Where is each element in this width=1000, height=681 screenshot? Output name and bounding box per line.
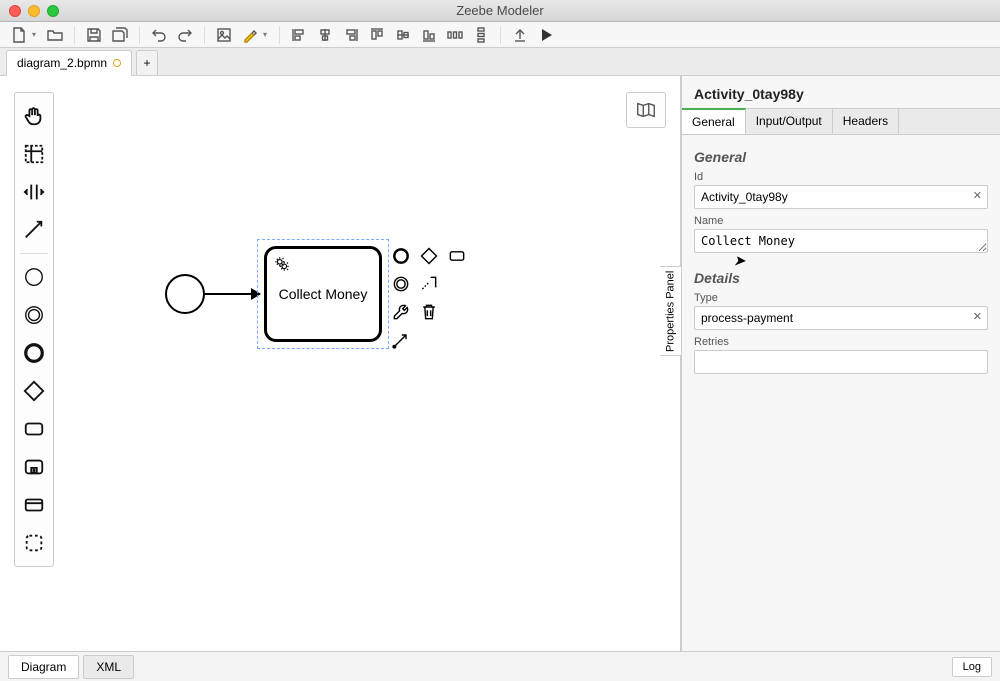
connect-tool[interactable] — [18, 214, 50, 246]
xml-view-tab[interactable]: XML — [83, 655, 134, 679]
toolbar-separator — [204, 26, 205, 44]
toolbar-separator — [139, 26, 140, 44]
tab-headers[interactable]: Headers — [833, 109, 899, 134]
image-export-button[interactable] — [213, 25, 235, 45]
diagram-view-tab[interactable]: Diagram — [8, 655, 79, 679]
align-top-button[interactable] — [366, 25, 388, 45]
retries-label: Retries — [694, 336, 988, 348]
section-details-label: Details — [694, 270, 740, 286]
titlebar: Zeebe Modeler — [0, 0, 1000, 22]
new-file-button[interactable] — [8, 25, 30, 45]
log-toggle-button[interactable]: Log — [952, 657, 992, 677]
color-picker-button[interactable] — [239, 25, 261, 45]
save-button[interactable] — [83, 25, 105, 45]
run-button[interactable] — [535, 25, 557, 45]
diagram-canvas[interactable]: Collect Money — [0, 76, 681, 651]
retries-input[interactable] — [694, 350, 988, 374]
context-pad — [388, 243, 470, 353]
tab-input-output[interactable]: Input/Output — [746, 109, 833, 134]
group-tool[interactable] — [18, 527, 50, 559]
data-object-tool[interactable] — [18, 489, 50, 521]
subprocess-tool[interactable] — [18, 451, 50, 483]
toolbar-separator — [279, 26, 280, 44]
change-type-wrench[interactable] — [388, 299, 414, 325]
delete-trash[interactable] — [416, 299, 442, 325]
color-picker-dropdown[interactable]: ▾ — [263, 30, 267, 39]
cursor-icon: ➤ — [734, 253, 745, 269]
type-clear-button[interactable]: ✕ — [973, 310, 982, 323]
id-clear-button[interactable]: ✕ — [973, 189, 982, 202]
align-right-button[interactable] — [340, 25, 362, 45]
properties-tabs: General Input/Output Headers — [682, 108, 1000, 135]
task-label: Collect Money — [279, 286, 368, 302]
properties-panel: Properties Panel Activity_0tay98y Genera… — [681, 76, 1000, 651]
tool-palette — [14, 92, 54, 567]
append-gateway[interactable] — [416, 243, 442, 269]
append-end-event[interactable] — [388, 243, 414, 269]
align-middle-v-button[interactable] — [392, 25, 414, 45]
file-tab-active[interactable]: diagram_2.bpmn — [6, 50, 132, 76]
name-input[interactable] — [694, 229, 988, 253]
annotation-tool[interactable] — [416, 271, 442, 297]
start-event-tool[interactable] — [18, 261, 50, 293]
start-event-shape[interactable] — [165, 274, 205, 314]
task-tool[interactable] — [18, 413, 50, 445]
palette-separator — [20, 253, 48, 254]
append-intermediate-event[interactable] — [388, 271, 414, 297]
service-task-shape[interactable]: Collect Money — [264, 246, 382, 342]
connect-arrow[interactable] — [388, 327, 414, 353]
section-details: Details ➤ — [694, 270, 988, 286]
status-bar: Diagram XML Log — [0, 651, 1000, 681]
append-task[interactable] — [444, 243, 470, 269]
workspace: Collect Money Properties Panel Activity_… — [0, 76, 1000, 651]
align-bottom-button[interactable] — [418, 25, 440, 45]
properties-title: Activity_0tay98y — [682, 76, 1000, 108]
view-tabs: Diagram XML — [8, 655, 134, 679]
end-event-tool[interactable] — [18, 337, 50, 369]
redo-button[interactable] — [174, 25, 196, 45]
properties-panel-handle[interactable]: Properties Panel — [660, 266, 682, 356]
distribute-h-button[interactable] — [444, 25, 466, 45]
name-label: Name — [694, 215, 988, 227]
ctx-empty2 — [444, 299, 470, 325]
unsaved-indicator-icon — [113, 59, 121, 67]
sequence-flow[interactable] — [205, 293, 260, 295]
space-tool[interactable] — [18, 176, 50, 208]
file-tab-label: diagram_2.bpmn — [17, 56, 107, 70]
tab-general[interactable]: General — [682, 108, 746, 134]
distribute-v-button[interactable] — [470, 25, 492, 45]
section-general: General — [694, 149, 988, 165]
gateway-tool[interactable] — [18, 375, 50, 407]
type-input[interactable] — [694, 306, 988, 330]
hand-tool[interactable] — [18, 100, 50, 132]
id-label: Id — [694, 171, 988, 183]
intermediate-event-tool[interactable] — [18, 299, 50, 331]
lasso-tool[interactable] — [18, 138, 50, 170]
ctx-empty — [444, 271, 470, 297]
minimap-toggle[interactable] — [626, 92, 666, 128]
main-toolbar: ▾ ▾ — [0, 22, 1000, 48]
service-task-icon — [273, 255, 291, 276]
align-center-h-button[interactable] — [314, 25, 336, 45]
new-file-dropdown[interactable]: ▾ — [32, 30, 36, 39]
add-tab-button[interactable]: + — [136, 50, 158, 76]
properties-body: General Id ✕ Name Details ➤ Type ✕ Retri… — [682, 135, 1000, 382]
toolbar-separator — [500, 26, 501, 44]
toolbar-separator — [74, 26, 75, 44]
undo-button[interactable] — [148, 25, 170, 45]
type-label: Type — [694, 292, 988, 304]
align-left-button[interactable] — [288, 25, 310, 45]
file-tab-bar: diagram_2.bpmn + — [0, 48, 1000, 76]
save-all-button[interactable] — [109, 25, 131, 45]
window-title: Zeebe Modeler — [0, 3, 1000, 18]
deploy-button[interactable] — [509, 25, 531, 45]
open-file-button[interactable] — [44, 25, 66, 45]
id-input[interactable] — [694, 185, 988, 209]
